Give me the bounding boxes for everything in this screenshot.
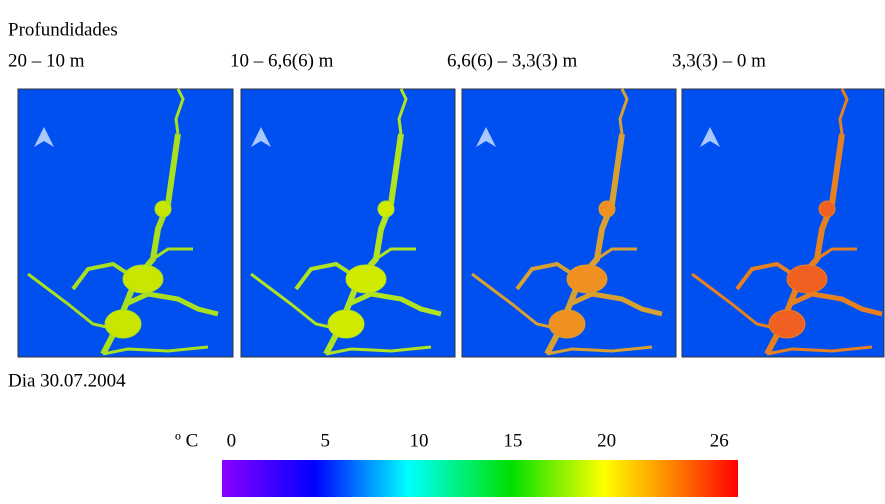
colorbar-tick-label: 15 <box>503 430 522 451</box>
colorbar-tick-label: 26 <box>710 430 729 451</box>
map-panel <box>681 89 884 358</box>
colorbar-unit: º C <box>175 430 198 451</box>
panel-label: 3,3(3) – 0 m <box>672 50 766 71</box>
colorbar <box>222 460 738 497</box>
panel-label: 10 – 6,6(6) m <box>230 50 334 71</box>
colorbar-tick-label: 5 <box>320 430 330 451</box>
date-label: Dia 30.07.2004 <box>8 370 126 391</box>
colorbar-tick-label: 20 <box>597 430 616 451</box>
map-panel <box>17 89 234 358</box>
title: Profundidades <box>8 19 118 40</box>
map-panel <box>461 89 677 358</box>
map-panel <box>240 89 456 358</box>
panel-label: 20 – 10 m <box>8 50 85 71</box>
panel-label: 6,6(6) – 3,3(3) m <box>447 50 578 71</box>
colorbar-tick-label: 10 <box>410 430 429 451</box>
colorbar-tick-label: 0 <box>227 430 237 451</box>
